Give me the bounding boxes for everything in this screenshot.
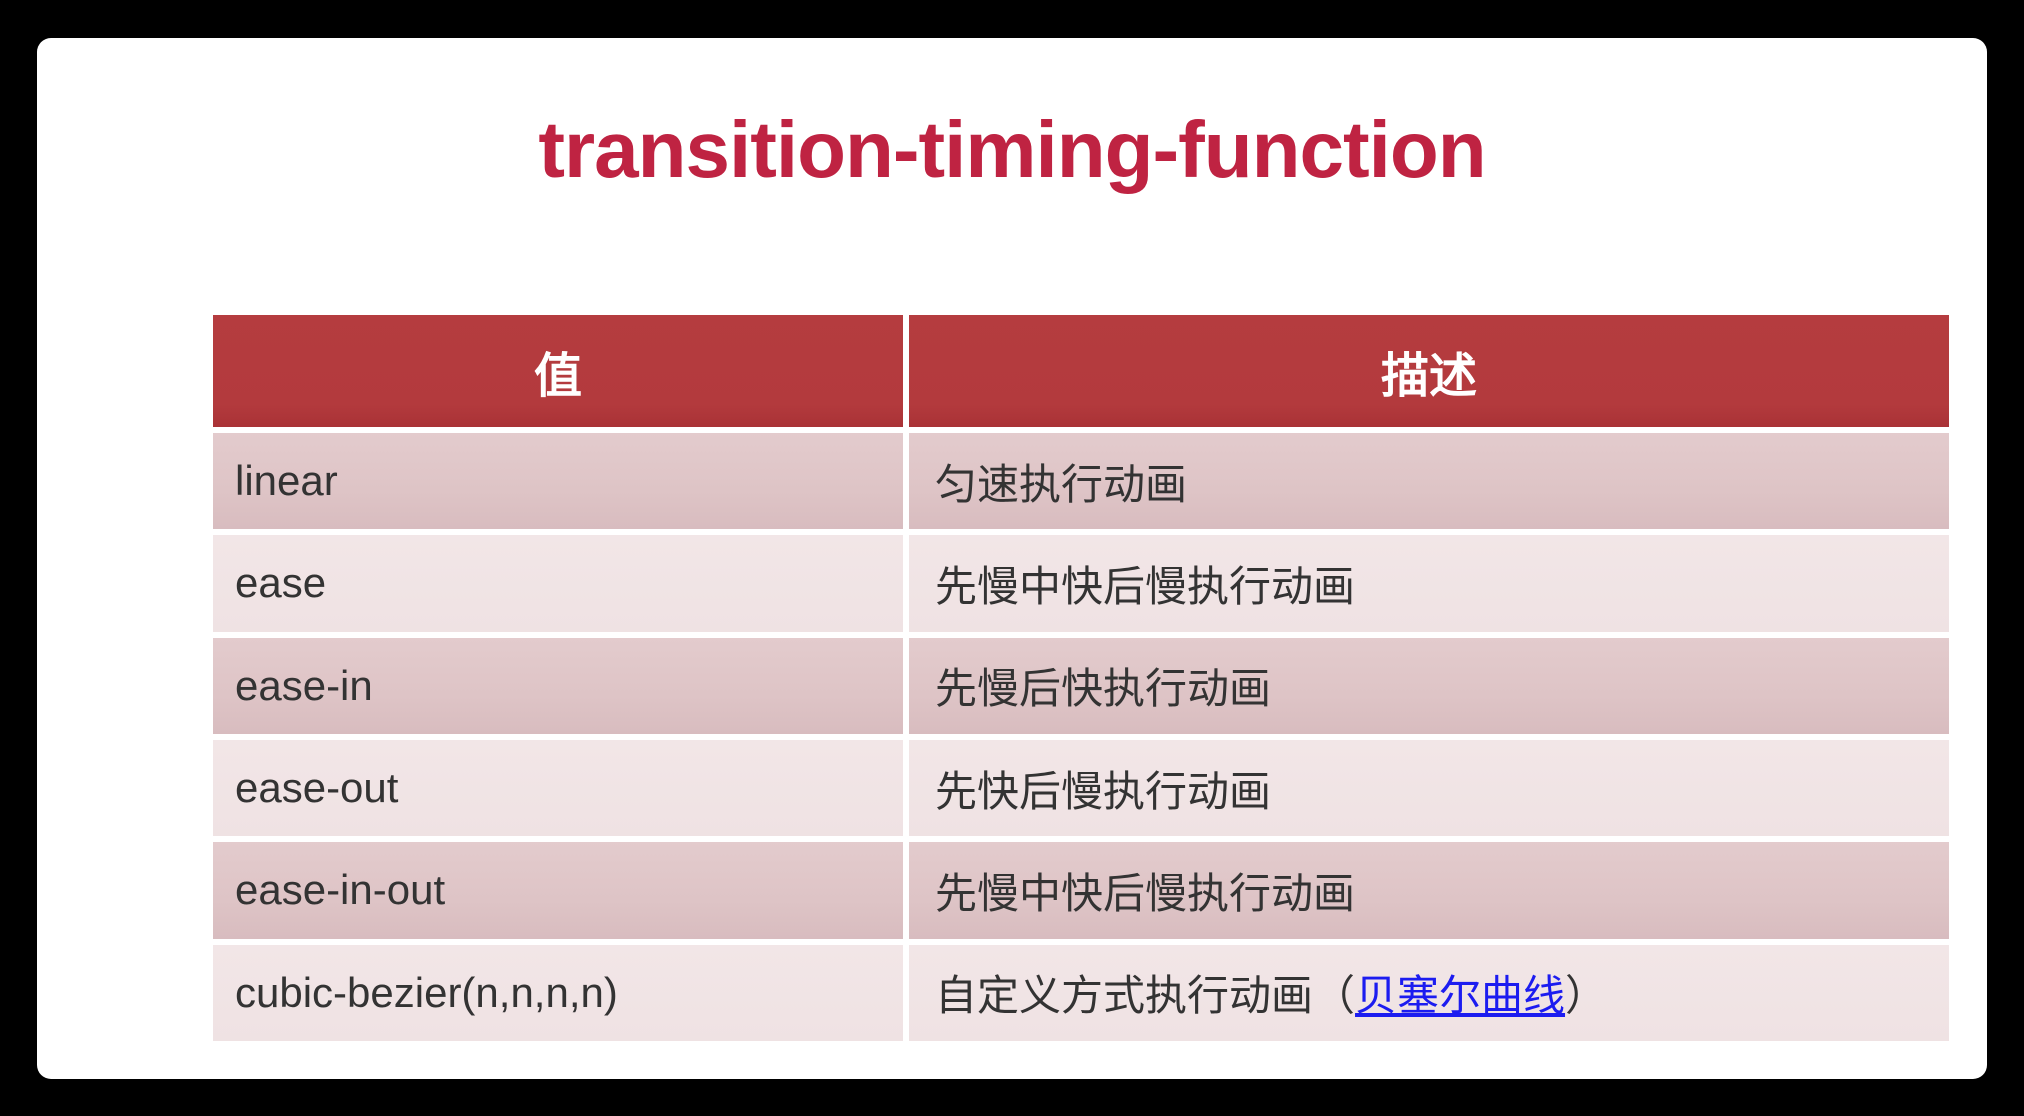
value-cell: ease-out [213,739,903,837]
slide-card: transition-timing-function 值 描述 linear 匀… [37,38,1987,1079]
table-row: cubic-bezier(n,n,n,n) 自定义方式执行动画（ 贝塞尔曲线） [213,944,1949,1041]
page-title: transition-timing-function [538,105,1486,194]
desc-text-suffix: ） [1565,972,1608,1020]
table-row: ease-out 先快后慢执行动画 [213,739,1949,837]
desc-cell: 先慢中快后慢执行动画 [909,535,1949,632]
table-header-row: 值 描述 [213,315,1949,427]
value-cell: ease-in-out [213,842,903,939]
table-row: ease-in-out 先慢中快后慢执行动画 [213,842,1949,939]
value-cell: ease [213,535,903,632]
desc-cell: 先慢中快后慢执行动画 [909,842,1949,939]
header-cell-description: 描述 [909,315,1949,427]
table-row: ease-in 先慢后快执行动画 [213,637,1949,734]
desc-cell: 自定义方式执行动画（ 贝塞尔曲线） [909,944,1949,1041]
desc-cell: 匀速执行动画 [909,433,1949,530]
table-row: linear 匀速执行动画 [213,433,1949,530]
desc-text-prefix: 自定义方式执行动画（ [935,972,1356,1020]
value-cell: ease-in [213,637,903,734]
desc-cell: 先慢后快执行动画 [909,637,1949,734]
table-row: ease 先慢中快后慢执行动画 [213,535,1949,632]
header-cell-value: 值 [213,315,903,427]
desc-cell: 先快后慢执行动画 [909,739,1949,837]
bezier-curve-link[interactable]: 贝塞尔曲线 [1355,972,1566,1020]
timing-function-table: 值 描述 linear 匀速执行动画 ease 先慢中快后慢执行动画 ease-… [213,315,1949,1041]
value-cell: cubic-bezier(n,n,n,n) [213,944,903,1041]
value-cell: linear [213,433,903,530]
